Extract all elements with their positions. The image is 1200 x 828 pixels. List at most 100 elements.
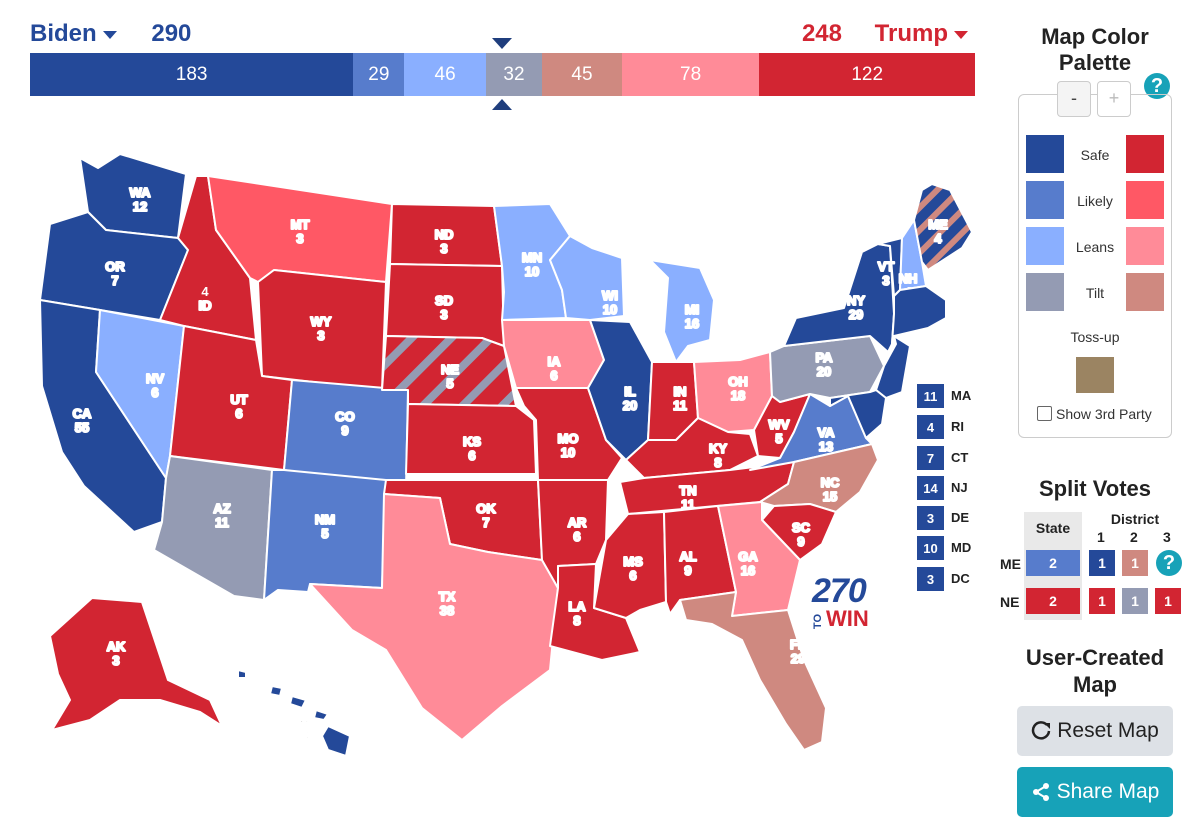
state-al[interactable]: AL9 [663, 505, 737, 615]
state-sd[interactable]: SD3 [385, 263, 505, 347]
trump-dropdown-icon[interactable] [954, 30, 968, 39]
share-map-button[interactable]: Share Map [1017, 767, 1173, 817]
svg-text:16: 16 [741, 563, 755, 578]
state-md-de[interactable] [829, 389, 887, 439]
swatch-lean-d[interactable] [1026, 227, 1064, 265]
state-wy[interactable]: WY3 [257, 269, 387, 391]
ne-district-2-cell[interactable]: 1 [1122, 588, 1148, 614]
ne-district-3-cell[interactable]: 1 [1155, 588, 1181, 614]
state-me[interactable]: ME4 [913, 183, 973, 271]
swatch-safe-r[interactable] [1126, 135, 1164, 173]
state-vt[interactable]: VT3 [877, 237, 903, 297]
state-nd[interactable]: ND3 [389, 203, 503, 267]
state-ne[interactable]: NE5 [381, 335, 517, 407]
show-third-party[interactable]: Show 3rd Party [1037, 406, 1152, 422]
state-ia[interactable]: IA6 [501, 319, 605, 389]
svg-text:20: 20 [623, 398, 637, 413]
bar-segment-tilt: 32 [485, 53, 543, 96]
small-state-de[interactable]: 3 DE [917, 506, 987, 530]
svg-text:5: 5 [446, 376, 453, 391]
state-mt[interactable]: MT3 [207, 175, 393, 283]
small-state-label: DE [951, 510, 970, 525]
small-state-ri[interactable]: 4 RI [917, 415, 987, 439]
state-or[interactable]: OR7 [39, 211, 189, 321]
state-ks[interactable]: KS6 [405, 403, 537, 475]
svg-text:AK: AK [107, 639, 126, 654]
small-state-votes: 10 [917, 536, 944, 560]
state-la[interactable]: LA8 [549, 563, 641, 661]
palette-minus-button[interactable]: - [1057, 81, 1091, 117]
state-sc[interactable]: SC9 [761, 503, 837, 561]
ne-state-cell[interactable]: 2 [1026, 588, 1080, 614]
logo-number: 270 [812, 572, 867, 610]
palette-title: Map Color Palette [1041, 24, 1149, 75]
small-state-nj[interactable]: 14 NJ [917, 476, 987, 500]
state-ak[interactable]: AK3 [49, 597, 223, 731]
state-hi[interactable]: HI4 [237, 669, 351, 757]
small-state-ma[interactable]: 11 MA [917, 384, 987, 408]
split-me-label: ME [1000, 556, 1021, 572]
palette-plus-button[interactable]: + [1097, 81, 1131, 117]
swatch-tilt-r[interactable] [1126, 273, 1164, 311]
split-help-icon[interactable]: ? [1156, 550, 1182, 576]
me-district-2-cell[interactable]: 1 [1122, 550, 1148, 576]
svg-text:IA: IA [548, 354, 562, 369]
small-state-md[interactable]: 10 MD [917, 536, 987, 560]
reset-map-button[interactable]: Reset Map [1017, 706, 1173, 756]
svg-text:KY: KY [709, 441, 727, 456]
svg-text:12: 12 [133, 199, 147, 214]
small-state-ct[interactable]: 7 CT [917, 446, 987, 470]
trump-name[interactable]: Trump [874, 20, 948, 47]
svg-text:10: 10 [525, 264, 539, 279]
swatch-safe-d[interactable] [1026, 135, 1064, 173]
svg-text:5: 5 [775, 431, 782, 446]
third-party-checkbox[interactable] [1037, 406, 1052, 421]
svg-text:16: 16 [685, 316, 699, 331]
small-state-votes: 3 [917, 506, 944, 530]
biden-dropdown-icon[interactable] [102, 30, 117, 39]
svg-text:NV: NV [146, 371, 164, 386]
svg-text:7: 7 [482, 515, 489, 530]
svg-text:IN: IN [674, 384, 687, 399]
svg-text:10: 10 [561, 445, 575, 460]
270towin-logo: 270 TO WIN [812, 572, 882, 632]
us-map: WA 12 OR 7 CA 55 NV 6 ID MT 3 WY 3 UT 6 AZ 11 CO… [10, 140, 1000, 780]
swatch-likely-d[interactable] [1026, 181, 1064, 219]
me-district-1-cell[interactable]: 1 [1089, 550, 1115, 576]
small-state-dc[interactable]: 3 DC [917, 567, 987, 591]
state-nm[interactable]: NM5 [263, 469, 387, 601]
state-new-england-small[interactable] [891, 285, 947, 345]
small-state-label: DC [951, 571, 970, 586]
swatch-tilt-d[interactable] [1026, 273, 1064, 311]
ne-district-1-cell[interactable]: 1 [1089, 588, 1115, 614]
svg-text:ND: ND [435, 227, 454, 242]
svg-text:NY: NY [847, 293, 865, 308]
svg-text:MI: MI [685, 302, 699, 317]
split-votes-title: Split Votes [1038, 476, 1152, 501]
svg-text:NC: NC [821, 475, 840, 490]
state-ms[interactable]: MS6 [593, 511, 667, 619]
state-ar[interactable]: AR6 [537, 479, 609, 589]
svg-text:TN: TN [679, 483, 696, 498]
me-state-cell[interactable]: 2 [1026, 550, 1080, 576]
biden-name[interactable]: Biden [30, 20, 97, 47]
swatch-likely-r[interactable] [1126, 181, 1164, 219]
swatch-lean-r[interactable] [1126, 227, 1164, 265]
svg-text:13: 13 [819, 439, 833, 454]
svg-text:UT: UT [230, 392, 247, 407]
swatch-tossup[interactable] [1076, 357, 1114, 393]
svg-text:18: 18 [731, 388, 745, 403]
